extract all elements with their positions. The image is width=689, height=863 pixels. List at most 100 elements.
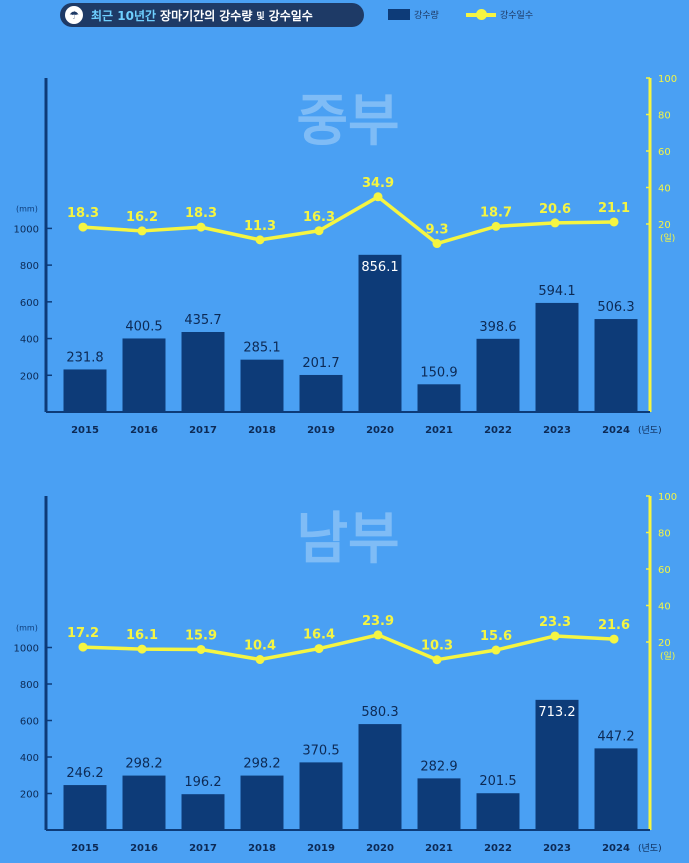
panel1-y2-tick-label: 60 (658, 147, 671, 158)
panel2-rain-days-label: 23.3 (539, 615, 571, 630)
panel2-watermark-title: 남부 (296, 507, 399, 572)
panel1-rain-days-point-2018 (255, 235, 265, 245)
panel1-rain-days-label: 18.3 (67, 206, 99, 221)
panel1-rain-days-label: 34.9 (362, 176, 394, 191)
panel2-bar-value-label: 580.3 (361, 705, 398, 720)
panel2-rain-days-point-2016 (137, 644, 147, 654)
legend-bar: 강수량 (388, 8, 439, 21)
panel1-bar-value-label: 285.1 (243, 341, 280, 356)
panel2-bar-2020 (358, 724, 402, 830)
panel2-rain-days-point-2022 (491, 645, 501, 655)
title-and: 및 (256, 11, 265, 22)
panel2-x-tick-label: 2020 (366, 843, 394, 854)
panel2-bar-2024 (594, 748, 638, 830)
panel2-x-tick-label: 2023 (543, 843, 571, 854)
panel2-x-tick-label: 2024 (602, 843, 630, 854)
panel2-rain-days-label: 23.9 (362, 614, 394, 629)
panel1-y2-tick-label: 20 (658, 220, 671, 231)
panel2-bar-2016 (122, 775, 166, 830)
panel1-bar-2021 (417, 384, 461, 412)
panel1-rain-days-label: 20.6 (539, 202, 571, 217)
panel2-rain-days-point-2018 (255, 655, 265, 665)
panel2-rain-days-point-2019 (314, 644, 324, 654)
panel1-y2-tick-label: 80 (658, 111, 671, 122)
panel1-rain-days-point-2024 (609, 217, 619, 227)
legend-bar-swatch (388, 9, 410, 20)
panel1-x-unit-label: (년도) (638, 425, 662, 436)
panel1-x-tick-label: 2021 (425, 425, 453, 436)
panel1-bar-value-label: 398.6 (479, 320, 516, 335)
panel2-x-tick-label: 2018 (248, 843, 276, 854)
panel1-y-tick-label: 1000 (14, 224, 39, 235)
panel2-bar-value-label: 370.5 (302, 743, 339, 758)
panel2-y-tick-label: 800 (20, 680, 39, 691)
panel2-x-tick-label: 2017 (189, 843, 217, 854)
panel1-rain-days-label: 18.3 (185, 206, 217, 221)
panel2-y-unit-label: (mm) (16, 624, 38, 633)
panel2-rain-days-label: 15.9 (185, 628, 217, 643)
umbrella-icon: ☂ (65, 6, 83, 24)
panel1-x-tick-label: 2016 (130, 425, 158, 436)
panel2-x-tick-label: 2015 (71, 843, 99, 854)
panel1-bar-value-label: 435.7 (184, 313, 221, 328)
panel2-rain-days-label: 16.4 (303, 628, 335, 643)
panel2-bar-value-label: 282.9 (420, 759, 457, 774)
panel1-rain-days-point-2021 (432, 239, 442, 249)
panel2-bar-value-label: 246.2 (66, 766, 103, 781)
panel2-rain-days-point-2020 (373, 630, 383, 640)
panel1-bar-value-label: 150.9 (420, 365, 457, 380)
panel1-x-tick-label: 2018 (248, 425, 276, 436)
panel2-bar-value-label: 298.2 (243, 757, 280, 772)
panel1-rain-days-point-2020 (373, 192, 383, 202)
title-rain-days: 강수일수 (268, 8, 313, 23)
panel2-bar-2019 (299, 762, 343, 830)
panel1-y-tick-label: 400 (20, 335, 39, 346)
panel2-rain-days-label: 16.1 (126, 628, 158, 643)
panel2-x-unit-label: (년도) (638, 843, 662, 854)
panel1-bar-2017 (181, 332, 225, 412)
panel2-bar-2015 (63, 785, 107, 830)
title-highlight: 최근 10년간 (91, 8, 157, 23)
panel1-y-tick-label: 200 (20, 371, 39, 382)
panel2-bar-2018 (240, 775, 284, 830)
panel2-x-tick-label: 2016 (130, 843, 158, 854)
panel1-y-tick-label: 600 (20, 298, 39, 309)
chart-title-banner: ☂ 최근 10년간 장마기간의 강수량 및 강수일수 (60, 3, 364, 27)
panel1-rain-days-point-2017 (196, 222, 206, 232)
panel1-bar-2022 (476, 338, 520, 412)
legend-line-label: 강수일수 (500, 11, 534, 21)
panel2-y2-tick-label: 40 (658, 602, 671, 613)
panel2-bar-2023 (535, 699, 579, 830)
panel1-x-tick-label: 2017 (189, 425, 217, 436)
panel1-rain-days-point-2016 (137, 226, 147, 236)
legend-line-swatch (466, 9, 496, 20)
panel2-rain-days-line (82, 633, 615, 662)
panel1-bar-value-label: 856.1 (361, 260, 398, 275)
panel1-bar-value-label: 594.1 (538, 284, 575, 299)
panel1-rain-days-point-2015 (78, 222, 88, 232)
panel2-rain-days-point-2021 (432, 655, 442, 665)
panel2-bar-value-label: 201.5 (479, 774, 516, 789)
panel2-y2-unit-label: (일) (660, 651, 675, 662)
panel2-y2-tick-label: 20 (658, 638, 671, 649)
panel2-y2-tick-label: 100 (658, 492, 677, 503)
panel1-x-tick-label: 2015 (71, 425, 99, 436)
panel2-x-tick-label: 2022 (484, 843, 512, 854)
panel1-bar-value-label: 506.3 (597, 300, 634, 315)
panel2-bar-value-label: 713.2 (538, 705, 575, 720)
panel1-rain-days-label: 18.7 (480, 205, 512, 220)
panel1-bar-2016 (122, 338, 166, 412)
panel1-bar-value-label: 201.7 (302, 356, 339, 371)
panel2-rain-days-label: 21.6 (598, 618, 630, 633)
title-rainfall: 강수량 (219, 8, 253, 23)
panel2-rain-days-point-2024 (609, 634, 619, 644)
panel1-rain-days-point-2019 (314, 226, 324, 236)
panel1-y2-tick-label: 40 (658, 184, 671, 195)
panel2-y-tick-label: 600 (20, 717, 39, 728)
panel1-bar-value-label: 400.5 (125, 319, 162, 334)
panel2-rain-days-label: 15.6 (480, 629, 512, 644)
panel1-rain-days-label: 16.3 (303, 210, 335, 225)
panel2-y-tick-label: 200 (20, 790, 39, 801)
panel1-rain-days-point-2022 (491, 221, 501, 231)
